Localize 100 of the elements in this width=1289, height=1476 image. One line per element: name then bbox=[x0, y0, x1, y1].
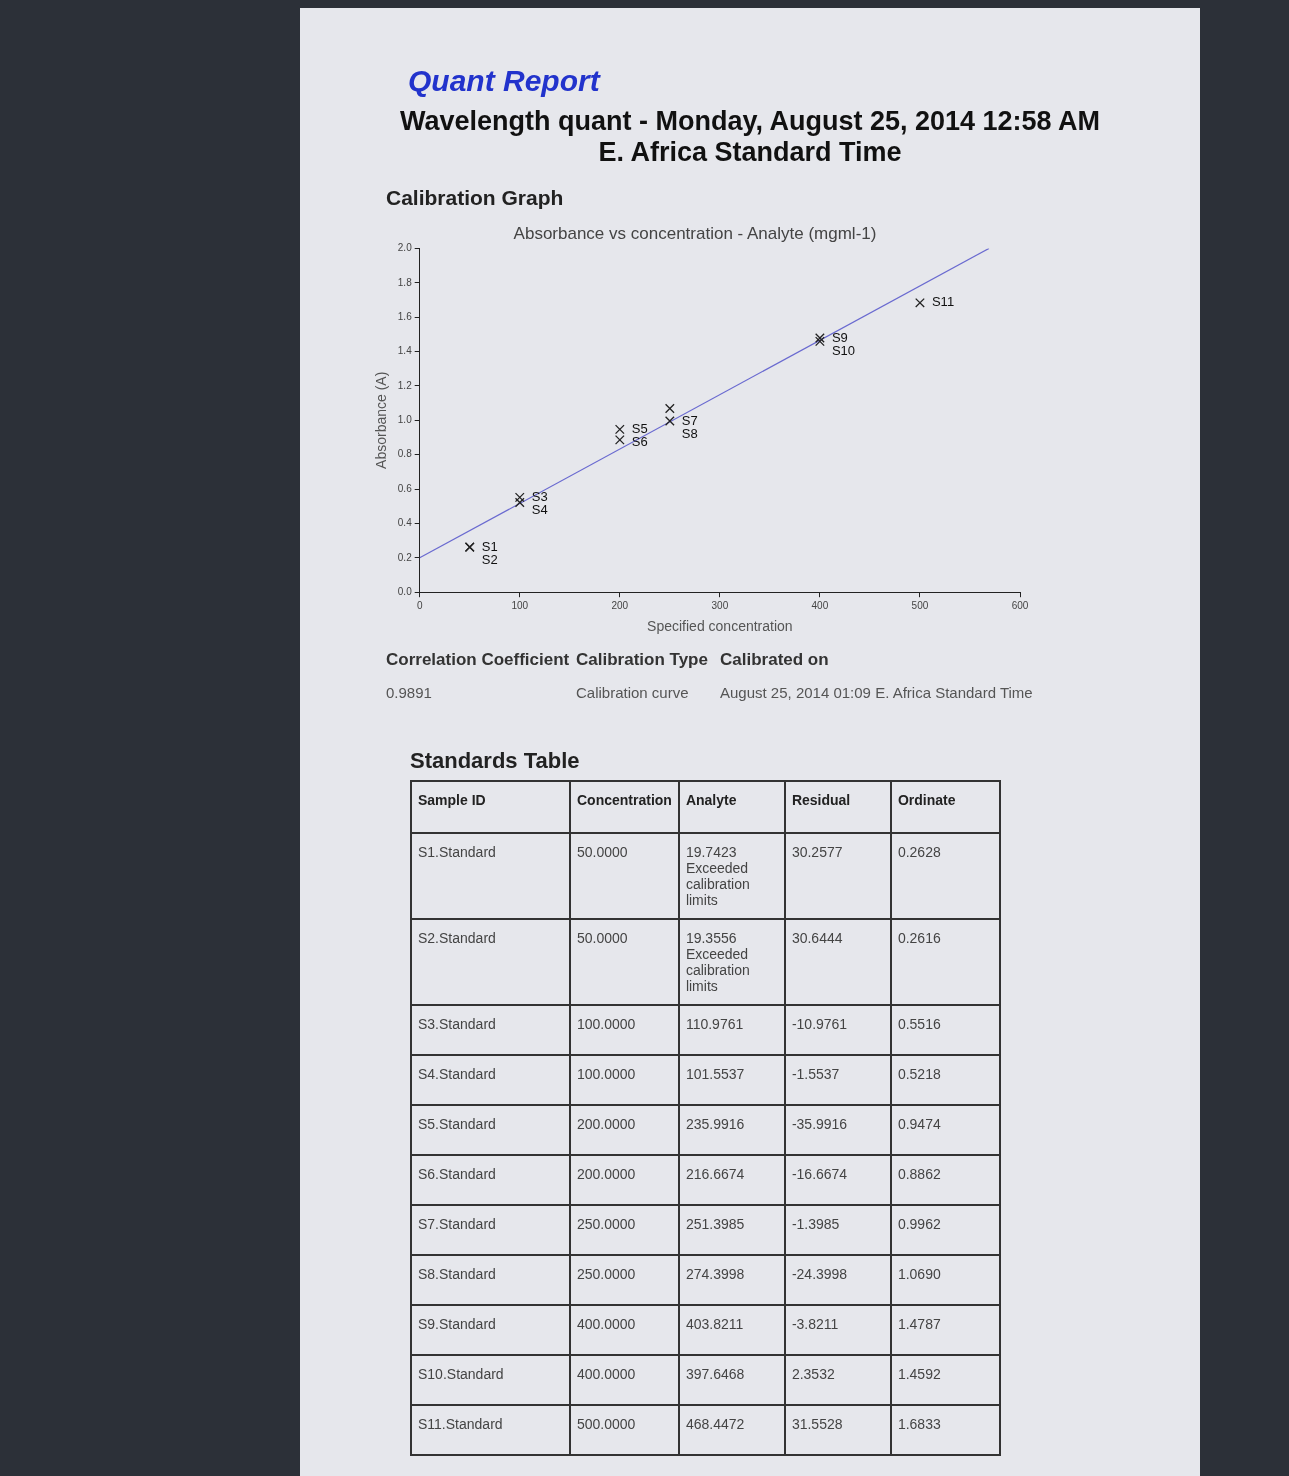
data-label: 250.0000 bbox=[570, 1205, 679, 1255]
data-label: S4 bbox=[531, 501, 548, 517]
text: Standards Table bbox=[410, 748, 581, 774]
point bbox=[915, 297, 925, 308]
data-label: 110.9761 bbox=[678, 1005, 785, 1055]
data-label: S3 bbox=[531, 488, 548, 504]
chart-title: Absorbance vs concentration - Analyte (mgml-1) bbox=[513, 223, 877, 243]
data-label: S11 bbox=[931, 294, 955, 310]
data-label: S5 bbox=[631, 420, 648, 436]
y-tick-label: 0.6 bbox=[397, 482, 413, 494]
text: Calibration Type bbox=[576, 650, 708, 670]
data-label: 1.4787 bbox=[890, 1305, 1000, 1355]
data-label: -35.9916 bbox=[784, 1105, 891, 1155]
data-label: 0.5218 bbox=[890, 1055, 1000, 1105]
text: Analyte bbox=[678, 781, 785, 833]
data-label: 216.6674 bbox=[678, 1155, 785, 1205]
y-tick-label: 1.2 bbox=[397, 379, 413, 391]
data-label: 200.0000 bbox=[570, 1105, 679, 1155]
data-label: S1 bbox=[481, 538, 498, 554]
data-label: 100.0000 bbox=[570, 1005, 679, 1055]
data-label: 1.4592 bbox=[890, 1355, 1000, 1405]
data-label: 0.9474 bbox=[890, 1105, 1000, 1155]
data-label: 30.2577 bbox=[784, 833, 891, 919]
data-label: 500.0000 bbox=[570, 1405, 679, 1455]
data-label: 19.7423 Exceeded calibration limits bbox=[678, 833, 785, 919]
category-label: S2.Standard bbox=[411, 919, 570, 1005]
point bbox=[664, 403, 675, 414]
y-tick-label: 0.4 bbox=[397, 517, 413, 529]
y-tick-label: 0.8 bbox=[397, 448, 413, 460]
category-label: S7.Standard bbox=[411, 1205, 570, 1255]
data-label: -1.3985 bbox=[784, 1205, 891, 1255]
data-label: 403.8211 bbox=[678, 1305, 785, 1355]
data-label: 30.6444 bbox=[784, 919, 891, 1005]
text: Quant Report bbox=[408, 64, 600, 98]
text: 0.9891 bbox=[386, 684, 432, 701]
point bbox=[815, 333, 825, 343]
category-label: S9.Standard bbox=[411, 1305, 570, 1355]
data-label: 1.0690 bbox=[890, 1255, 1000, 1305]
data-label: 274.3998 bbox=[678, 1255, 785, 1305]
data-label: -10.9761 bbox=[784, 1005, 891, 1055]
text: Calibration Graph bbox=[386, 186, 564, 210]
text: Concentration bbox=[570, 781, 679, 833]
category-label: S10.Standard bbox=[411, 1355, 570, 1405]
data-label: 397.6468 bbox=[678, 1355, 785, 1405]
category-label: S4.Standard bbox=[411, 1055, 570, 1105]
y-tick-label: 1.4 bbox=[397, 345, 413, 357]
data-label: S7 bbox=[681, 412, 698, 428]
data-label: -3.8211 bbox=[784, 1305, 891, 1355]
data-label: 250.0000 bbox=[570, 1255, 679, 1305]
point bbox=[664, 416, 675, 426]
x-tick-label: 0 bbox=[416, 599, 423, 611]
x-tick-label: 400 bbox=[811, 599, 829, 611]
data-label: 0.2628 bbox=[890, 833, 1000, 919]
data-label: 0.9962 bbox=[890, 1205, 1000, 1255]
data-label: 468.4472 bbox=[678, 1405, 785, 1455]
data-label: 400.0000 bbox=[570, 1305, 679, 1355]
x-tick-label: 600 bbox=[1011, 599, 1029, 611]
category-label: S5.Standard bbox=[411, 1105, 570, 1155]
data-label: 50.0000 bbox=[570, 919, 679, 1005]
data-label: 100.0000 bbox=[570, 1055, 679, 1105]
data-label: -16.6674 bbox=[784, 1155, 891, 1205]
data-label: 101.5537 bbox=[678, 1055, 785, 1105]
data-label: S8 bbox=[681, 425, 698, 441]
data-label: -1.5537 bbox=[784, 1055, 891, 1105]
x-axis-title: Specified concentration bbox=[647, 618, 793, 635]
y-axis-title: Absorbance (A) bbox=[373, 371, 390, 469]
data-label: 50.0000 bbox=[570, 833, 679, 919]
text: Calibrated on bbox=[720, 650, 829, 670]
y-tick-label: 1.6 bbox=[397, 310, 413, 322]
x-tick-label: 500 bbox=[911, 599, 929, 611]
text: Wavelength quant - Monday, August 25, 2014 12:58 AM E. Africa Standard Time bbox=[398, 106, 1102, 168]
data-label: 235.9916 bbox=[678, 1105, 785, 1155]
data-label: 0.5516 bbox=[890, 1005, 1000, 1055]
x-tick-label: 100 bbox=[511, 599, 529, 611]
data-label: 31.5528 bbox=[784, 1405, 891, 1455]
data-label: 400.0000 bbox=[570, 1355, 679, 1405]
text: Ordinate bbox=[890, 781, 1000, 833]
point bbox=[514, 497, 525, 508]
y-tick-label: 0.0 bbox=[397, 585, 413, 597]
point bbox=[514, 492, 525, 503]
data-label: 0.8862 bbox=[890, 1155, 1000, 1205]
text: Calibration curve bbox=[576, 684, 689, 701]
x-tick-label: 200 bbox=[611, 599, 629, 611]
category-label: S11.Standard bbox=[411, 1405, 570, 1455]
y-tick-label: 1.8 bbox=[397, 276, 413, 288]
text: Sample ID bbox=[411, 781, 570, 833]
data-label: 0.2616 bbox=[890, 919, 1000, 1005]
data-label: S2 bbox=[481, 551, 498, 567]
data-label: 1.6833 bbox=[890, 1405, 1000, 1455]
data-label: S10 bbox=[831, 342, 856, 358]
data-label: S9 bbox=[831, 329, 848, 345]
data-label: S6 bbox=[631, 433, 648, 449]
data-label: 19.3556 Exceeded calibration limits bbox=[678, 919, 785, 1005]
y-tick-label: 0.2 bbox=[397, 551, 413, 563]
y-tick-label: 2.0 bbox=[397, 242, 413, 254]
category-label: S3.Standard bbox=[411, 1005, 570, 1055]
data-label: 251.3985 bbox=[678, 1205, 785, 1255]
x-tick-label: 300 bbox=[711, 599, 729, 611]
data-label: -24.3998 bbox=[784, 1255, 891, 1305]
category-label: S1.Standard bbox=[411, 833, 570, 919]
